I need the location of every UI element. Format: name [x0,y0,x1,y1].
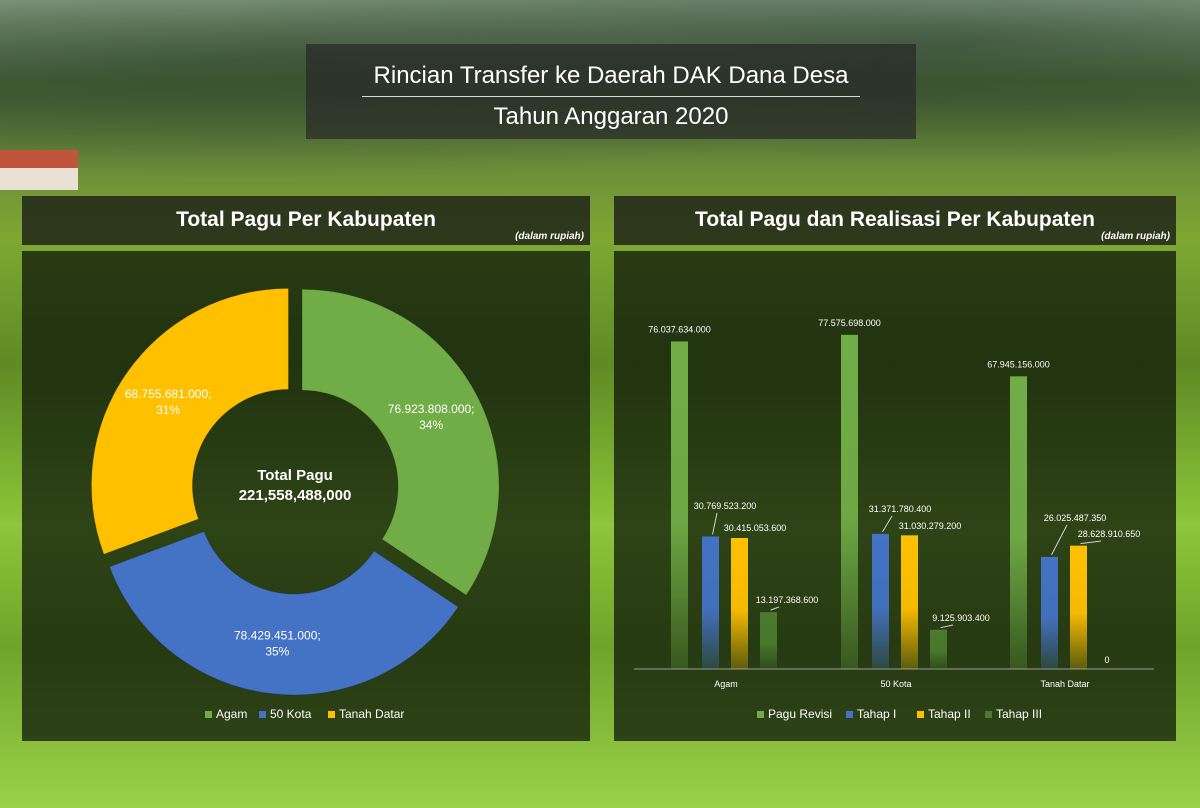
page-title-box: Rincian Transfer ke Daerah DAK Dana Desa… [306,44,916,139]
donut-center-value: 221,558,488,000 [239,487,352,504]
left-panel-unit: (dalam rupiah) [515,231,584,242]
bar-data-label: 31.030.279.200 [899,521,962,531]
bar-data-label: 67.945.156.000 [987,359,1050,369]
bar-tahap-iii-agam [760,612,777,669]
bar-data-label: 13.197.368.600 [756,595,819,605]
bar-tahap-ii-tanah-datar [1070,545,1087,669]
right-panel-title: Total Pagu dan Realisasi Per Kabupaten [695,208,1095,231]
page-title: Rincian Transfer ke Daerah DAK Dana Desa [373,62,849,89]
x-tick-label-50-kota: 50 Kota [880,679,911,689]
legend-swatch [846,711,853,718]
donut-center-label: Total Pagu [257,467,333,484]
bar-tahap-ii-50-kota [901,535,918,669]
legend-item-tanah-datar: Tanah Datar [339,707,404,721]
donut-data-label: 68.755.681.000; 31% [125,387,212,417]
page-subtitle: Tahun Anggaran 2020 [493,103,729,130]
right-panel-header: Total Pagu dan Realisasi Per Kabupaten (… [614,196,1176,245]
donut-data-label: 76.923.808.000; 34% [388,402,475,432]
legend-item-agam: Agam [216,707,247,721]
bar-pagu-revisi-50-kota [841,334,858,669]
bar-data-label: 31.371.780.400 [869,504,932,514]
data-label-leader [1080,540,1102,545]
x-tick-label-agam: Agam [714,679,738,689]
bar-data-label: 0 [1104,655,1109,665]
bar-tahap-i-50-kota [872,533,889,669]
data-label-leader [1051,524,1068,556]
legend-swatch [757,711,764,718]
bar-data-label: 77.575.698.000 [818,318,881,328]
legend-swatch [259,711,266,718]
bar-pagu-revisi-tanah-datar [1010,376,1027,669]
bar-data-label: 30.415.053.600 [724,523,787,533]
legend-item-pagu-revisi: Pagu Revisi [768,707,832,721]
bar-data-label: 9.125.903.400 [932,613,990,623]
donut-data-label: 78.429.451.000; 35% [234,628,321,658]
donut-slice-tanah-datar [90,287,289,555]
left-panel: 76.923.808.000; 34% 78.429.451.000; 35% 68.7… [22,251,590,741]
legend-item-tahap-ii: Tahap II [928,707,971,721]
data-label-leader [882,515,893,533]
legend-item-50-kota: 50 Kota [270,707,312,721]
bar-tahap-iii-50-kota [930,629,947,669]
right-panel: 76.037.634.000 30.769.523.200 30.415.053.6… [614,251,1176,741]
bar-chart: 76.037.634.000 30.769.523.200 30.415.053.6… [634,318,1154,721]
left-panel-title: Total Pagu Per Kabupaten [176,208,436,231]
data-label-leader [940,624,954,629]
legend-item-tahap-i: Tahap I [857,707,896,721]
bar-tahap-i-tanah-datar [1041,556,1058,669]
donut-chart: 76.923.808.000; 34% 78.429.451.000; 35% 68.7… [90,287,500,721]
donut-slice-50-kota [108,530,459,696]
legend-swatch [985,711,992,718]
bar-data-label: 76.037.634.000 [648,324,711,334]
bar-data-label: 28.628.910.650 [1078,529,1141,539]
data-label-leader [712,512,718,535]
data-label-leader [770,606,780,611]
bar-data-label: 26.025.487.350 [1044,513,1107,523]
bar-tahap-ii-agam [731,537,748,669]
bar-data-label: 30.769.523.200 [694,501,757,511]
donut-slice-agam [301,288,500,596]
left-panel-header: Total Pagu Per Kabupaten (dalam rupiah) [22,196,590,245]
legend-item-tahap-iii: Tahap III [996,707,1042,721]
background-house [0,150,78,190]
right-panel-unit: (dalam rupiah) [1101,231,1170,242]
title-divider [362,96,860,97]
legend-swatch [917,711,924,718]
x-tick-label-tanah-datar: Tanah Datar [1040,679,1089,689]
legend-swatch [328,711,335,718]
bar-pagu-revisi-agam [671,341,688,669]
legend-swatch [205,711,212,718]
bar-tahap-i-agam [702,536,719,669]
